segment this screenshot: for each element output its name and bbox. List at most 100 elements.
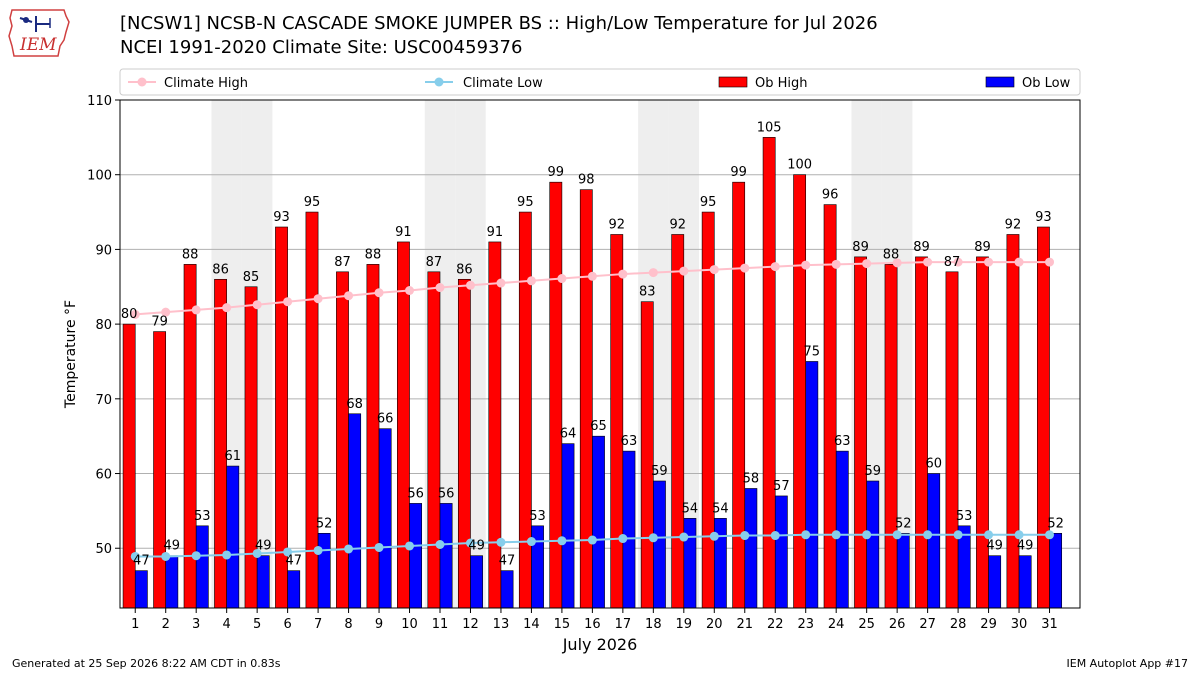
ob-low-label: 47: [499, 554, 516, 569]
ob-low-label: 61: [224, 449, 241, 464]
y-axis-label: Temperature °F: [63, 300, 79, 409]
ob-low-label: 59: [651, 464, 668, 479]
ob-low-bar: [1049, 532, 1063, 609]
ob-low-label: 49: [1017, 539, 1034, 554]
ob-low-label: 54: [712, 501, 729, 516]
legend-ob-high-label: Ob High: [755, 76, 808, 91]
ob-high-bar: [976, 256, 989, 609]
ob-low-label: 53: [529, 509, 546, 524]
climate-high-point: [831, 259, 841, 269]
plot-frame: [119, 99, 1081, 609]
climate-low-point: [526, 537, 536, 547]
x-tick-label: 22: [767, 617, 784, 632]
legend-climate-low-label: Climate Low: [463, 76, 543, 91]
climate-high-point: [587, 271, 597, 281]
footer-generated: Generated at 25 Sep 2026 8:22 AM CDT in …: [12, 657, 281, 670]
ob-low-label: 60: [925, 457, 942, 472]
climate-high-point: [374, 288, 384, 298]
climate-high-point: [1045, 257, 1055, 267]
ob-high-label: 98: [578, 173, 595, 188]
climate-high-point: [740, 263, 750, 273]
climate-low-point: [618, 534, 628, 544]
title-line-2: NCEI 1991-2020 Climate Site: USC00459376: [120, 37, 523, 58]
x-tick-label: 17: [615, 617, 632, 632]
ob-low-label: 52: [316, 516, 333, 531]
ob-low-label: 49: [986, 539, 1003, 554]
ob-high-label: 79: [151, 315, 168, 330]
ob-high-label: 80: [121, 307, 138, 322]
ob-high-label: 92: [608, 217, 625, 232]
climate-low-point: [648, 533, 658, 543]
ob-low-bar: [226, 465, 240, 609]
climate-high-point: [465, 280, 475, 290]
ob-high-label: 99: [730, 165, 747, 180]
ob-high-label: 88: [182, 247, 199, 262]
ob-low-label: 56: [407, 486, 424, 501]
footer-app: IEM Autoplot App #17: [1066, 657, 1189, 670]
ob-high-bar: [732, 181, 746, 609]
ob-low-label: 53: [956, 509, 973, 524]
ob-high-label: 91: [487, 225, 504, 240]
ob-low-bar: [653, 480, 666, 609]
climate-low-point: [953, 530, 963, 540]
y-tick-label: 110: [87, 94, 112, 109]
x-tick-label: 12: [462, 617, 479, 632]
ob-high-label: 95: [517, 195, 534, 210]
ob-high-bar: [244, 286, 258, 609]
ob-high-bar: [640, 301, 654, 609]
ob-high-label: 95: [700, 195, 717, 210]
ob-low-label: 59: [864, 464, 881, 479]
iowa-outline-icon: [8, 9, 70, 57]
x-tick-label: 19: [676, 617, 693, 632]
ob-low-bar: [409, 503, 423, 609]
ob-high-bar: [793, 174, 807, 609]
ob-high-label: 87: [426, 255, 443, 270]
climate-high-point: [923, 257, 933, 267]
ob-high-label: 86: [212, 262, 229, 277]
climate-low-point: [679, 532, 689, 542]
climate-high-point: [496, 278, 506, 288]
x-tick-label: 2: [162, 617, 170, 632]
ob-high-bar: [945, 271, 959, 609]
ob-high-label: 93: [273, 210, 290, 225]
climate-low-point: [709, 531, 719, 541]
climate-high-point: [709, 265, 719, 275]
ob-high-label: 86: [456, 262, 473, 277]
x-tick-label: 29: [980, 617, 997, 632]
ob-low-label: 58: [743, 471, 760, 486]
climate-high-point: [648, 268, 658, 278]
y-tick-label: 50: [95, 542, 112, 557]
climate-low-point: [496, 537, 506, 547]
climate-low-point: [222, 550, 232, 560]
climate-low-point: [344, 544, 354, 554]
x-tick-label: 18: [645, 617, 662, 632]
climate-low-point: [862, 530, 872, 540]
climate-high-point: [679, 266, 689, 276]
ob-low-bar: [622, 450, 636, 609]
climate-high-point: [801, 260, 811, 270]
x-tick-label: 20: [706, 617, 723, 632]
ob-low-label: 63: [621, 434, 638, 449]
climate-low-point: [283, 547, 293, 557]
legend-ob-low-swatch: [985, 76, 1015, 88]
climate-high-point: [222, 303, 232, 313]
ob-low-label: 53: [194, 509, 211, 524]
ob-high-bar: [854, 256, 867, 609]
ob-low-bar: [287, 570, 301, 609]
legend-ob-high-swatch: [718, 76, 748, 88]
ob-low-bar: [774, 495, 788, 609]
climate-low-point: [161, 551, 171, 561]
ob-low-bar: [835, 450, 849, 609]
bars: [122, 137, 1063, 609]
x-tick-label: 4: [223, 617, 231, 632]
ob-high-bar: [1037, 226, 1050, 609]
ob-low-label: 75: [804, 344, 821, 359]
ob-high-label: 88: [883, 247, 900, 262]
climate-low-point: [1045, 530, 1055, 540]
x-tick-label: 31: [1041, 617, 1058, 632]
ob-high-bar: [610, 234, 624, 609]
ob-high-label: 83: [639, 285, 656, 300]
y-tick-label: 70: [95, 393, 112, 408]
ob-low-label: 49: [164, 539, 181, 554]
